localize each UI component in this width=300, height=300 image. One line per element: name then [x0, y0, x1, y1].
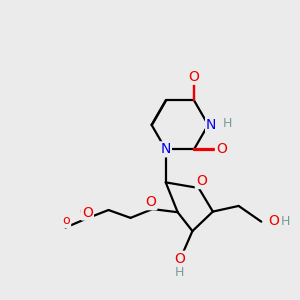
Text: H: H: [223, 117, 232, 130]
Text: O: O: [174, 252, 185, 266]
Text: N: N: [160, 142, 171, 156]
Text: O: O: [196, 174, 207, 188]
Text: O: O: [216, 142, 227, 156]
Text: N: N: [206, 118, 217, 132]
Text: o: o: [63, 214, 70, 227]
Text: O: O: [146, 195, 156, 209]
Text: H: H: [175, 266, 184, 279]
Text: H: H: [281, 214, 290, 227]
Text: O: O: [79, 205, 90, 219]
Text: O: O: [189, 70, 200, 84]
Text: O: O: [268, 214, 279, 228]
Text: O: O: [82, 206, 93, 220]
